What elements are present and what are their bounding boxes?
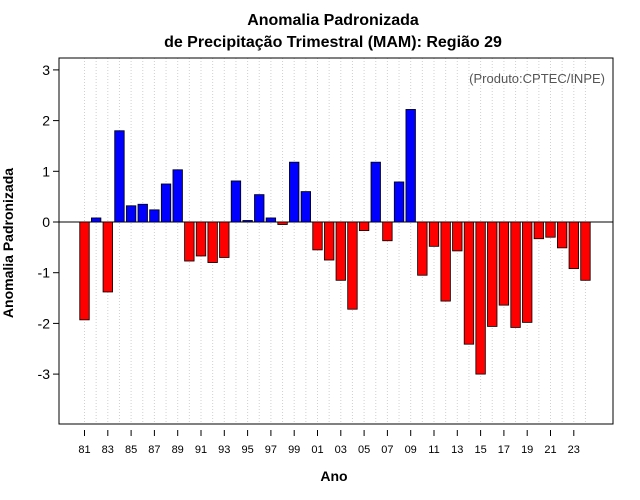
x-tick-label: 01 xyxy=(311,444,323,456)
y-axis: -3 -2 -1 0 1 2 3 xyxy=(38,62,59,382)
bar-1993 xyxy=(219,221,230,258)
bar-2012 xyxy=(440,221,451,302)
bar-2016 xyxy=(487,221,498,327)
bar-1981 xyxy=(79,221,90,321)
y-tick-label: 3 xyxy=(42,62,50,78)
bar-1996 xyxy=(254,194,265,223)
bar-2006 xyxy=(370,161,381,223)
bar-2024 xyxy=(580,221,591,281)
bar-2017 xyxy=(498,221,510,306)
x-tick-label: 99 xyxy=(288,444,300,456)
x-tick-label: 03 xyxy=(335,444,347,456)
bar-2005 xyxy=(358,221,370,232)
bar-2001 xyxy=(312,221,323,251)
bar-1986 xyxy=(137,203,148,223)
bar-1997 xyxy=(265,217,277,223)
x-tick-label: 11 xyxy=(428,444,439,456)
x-tick-label: 97 xyxy=(265,444,277,456)
chart-subtitle: de Precipitação Trimestral (MAM): Região… xyxy=(164,34,502,51)
bar-1992 xyxy=(207,221,218,263)
bar-1988 xyxy=(160,183,172,223)
y-tick-label: -3 xyxy=(38,366,51,382)
y-tick-label: -2 xyxy=(38,315,51,331)
bar-2007 xyxy=(382,221,393,242)
bar-2023 xyxy=(568,221,579,270)
x-tick-label: 89 xyxy=(172,444,184,456)
chart-title: Anomalia Padronizada xyxy=(247,12,419,29)
x-tick-label: 21 xyxy=(544,444,556,456)
bar-1982 xyxy=(91,217,102,223)
bar-2003 xyxy=(335,221,346,281)
x-tick-label: 17 xyxy=(498,444,510,456)
x-tick-label: 81 xyxy=(78,444,90,456)
y-tick-label: 1 xyxy=(42,163,50,179)
x-tick-label: 85 xyxy=(125,444,137,456)
x-tick-label: 93 xyxy=(218,444,230,456)
bar-2008 xyxy=(393,181,405,223)
bar-2021 xyxy=(545,221,556,238)
x-tick-label: 87 xyxy=(148,444,160,456)
x-tick-label: 95 xyxy=(241,444,253,456)
bar-1991 xyxy=(195,221,207,257)
y-tick-label: 0 xyxy=(42,214,50,230)
x-tick-label: 15 xyxy=(474,444,486,456)
bar-1987 xyxy=(149,209,160,223)
bar-1989 xyxy=(172,169,183,223)
bar-1983 xyxy=(102,221,113,293)
plot-frame xyxy=(58,57,614,425)
bar-2004 xyxy=(347,221,358,310)
x-tick-label: 07 xyxy=(381,444,393,456)
bar-2011 xyxy=(428,221,440,247)
bar-2015 xyxy=(475,221,486,375)
x-tick-label: 19 xyxy=(521,444,533,456)
x-tick-label: 91 xyxy=(195,444,207,456)
bars-group xyxy=(79,109,591,375)
x-tick-label: 09 xyxy=(405,444,417,456)
bar-2010 xyxy=(417,221,428,276)
bar-1984 xyxy=(114,130,125,223)
bar-1998 xyxy=(277,221,288,225)
bar-1999 xyxy=(289,161,300,223)
x-axis: 81 83 85 87 89 91 93 95 97 99 01 03 05 07 09 11 13 15 17 19… xyxy=(78,430,580,456)
bar-1995 xyxy=(242,220,253,223)
vertical-gridlines xyxy=(84,58,586,424)
credit-annotation: (Produto:CPTEC/INPE) xyxy=(469,71,605,86)
x-tick-label: 05 xyxy=(358,444,370,456)
bar-2002 xyxy=(323,221,335,261)
bar-2014 xyxy=(463,221,475,345)
bar-2000 xyxy=(300,191,312,223)
bar-1994 xyxy=(230,180,242,223)
x-tick-label: 23 xyxy=(568,444,580,456)
y-tick-label: 2 xyxy=(42,113,50,129)
bar-2018 xyxy=(510,221,521,328)
y-axis-title: Anomalia Padronizada xyxy=(0,168,16,318)
x-axis-title: Ano xyxy=(320,468,347,484)
y-tick-label: -1 xyxy=(38,265,51,281)
x-tick-label: 83 xyxy=(102,444,114,456)
bar-2019 xyxy=(522,221,533,323)
bar-1985 xyxy=(125,205,137,223)
bar-2022 xyxy=(557,221,568,249)
bar-2020 xyxy=(533,221,544,240)
x-tick-label: 13 xyxy=(451,444,463,456)
bar-2013 xyxy=(452,221,463,252)
bar-2009 xyxy=(405,109,416,223)
bar-1990 xyxy=(184,221,195,262)
